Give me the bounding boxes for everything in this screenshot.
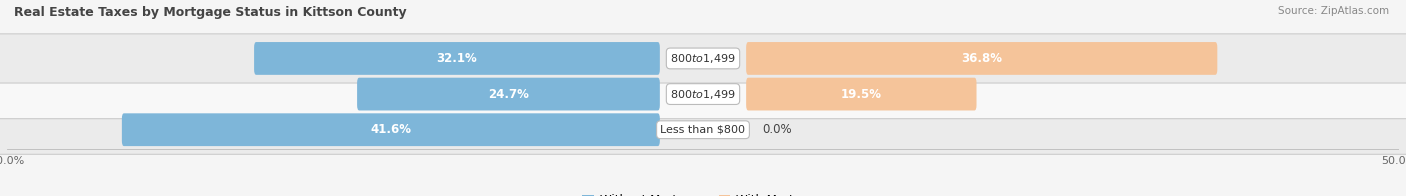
Text: 19.5%: 19.5% xyxy=(841,88,882,101)
FancyBboxPatch shape xyxy=(747,42,1218,75)
Text: $800 to $1,499: $800 to $1,499 xyxy=(671,88,735,101)
Text: 32.1%: 32.1% xyxy=(437,52,478,65)
FancyBboxPatch shape xyxy=(357,78,659,111)
Text: 36.8%: 36.8% xyxy=(962,52,1002,65)
Text: $800 to $1,499: $800 to $1,499 xyxy=(671,52,735,65)
Text: Less than $800: Less than $800 xyxy=(661,125,745,135)
Text: Source: ZipAtlas.com: Source: ZipAtlas.com xyxy=(1278,6,1389,16)
FancyBboxPatch shape xyxy=(122,113,659,146)
Text: Real Estate Taxes by Mortgage Status in Kittson County: Real Estate Taxes by Mortgage Status in … xyxy=(14,6,406,19)
FancyBboxPatch shape xyxy=(747,78,977,111)
Text: 41.6%: 41.6% xyxy=(370,123,412,136)
FancyBboxPatch shape xyxy=(0,34,1406,83)
Legend: Without Mortgage, With Mortgage: Without Mortgage, With Mortgage xyxy=(578,189,828,196)
FancyBboxPatch shape xyxy=(0,70,1406,119)
FancyBboxPatch shape xyxy=(254,42,659,75)
Text: 0.0%: 0.0% xyxy=(762,123,792,136)
FancyBboxPatch shape xyxy=(0,105,1406,154)
Text: 24.7%: 24.7% xyxy=(488,88,529,101)
